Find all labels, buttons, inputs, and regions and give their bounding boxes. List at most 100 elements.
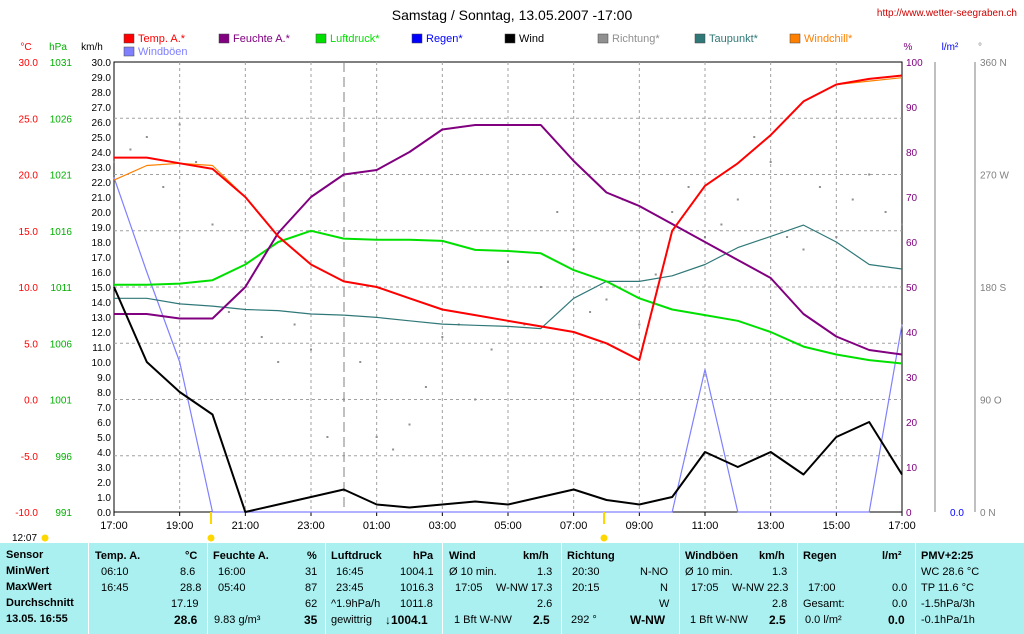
dir-max-time: 20:15: [572, 582, 600, 594]
kmh-tick-label: 29.0: [92, 73, 112, 84]
sun-icon: [41, 534, 49, 542]
dir-min-value: N-NO: [640, 566, 669, 578]
header-sensor: Sensor: [6, 549, 44, 561]
dir-tick-label: 270 W: [980, 171, 1009, 182]
direction-point: [211, 223, 214, 226]
kmh-tick-label: 28.0: [92, 88, 112, 99]
direction-point: [786, 236, 789, 238]
dir-max-value: N: [660, 582, 668, 594]
gust-max-time: 17:05: [691, 582, 719, 594]
legend-swatch: [123, 33, 135, 44]
hum-max-value: 87: [305, 582, 318, 594]
rain-now-value: 0.0: [888, 613, 905, 627]
pct-tick-label: 60: [906, 238, 918, 249]
kmh-tick-label: 6.0: [97, 418, 111, 429]
direction-point: [244, 261, 247, 263]
kmh-tick-label: 10.0: [92, 358, 112, 369]
direction-point: [490, 348, 493, 351]
hpa-tick-label: 1006: [50, 339, 73, 350]
rain-tick-label: 0.0: [950, 508, 964, 519]
legend-label: Taupunkt*: [709, 33, 759, 45]
press-avg-value: 1011.8: [400, 598, 433, 610]
direction-point: [802, 248, 805, 251]
temp-tick-label: -10.0: [15, 508, 38, 519]
wind-now-bft: 1 Bft W-NW: [454, 614, 512, 626]
direction-point: [441, 336, 444, 338]
pct-tick-label: 50: [906, 283, 918, 294]
direction-point: [605, 298, 608, 301]
direction-point: [507, 261, 509, 263]
legend-swatch: [218, 33, 230, 44]
temp-tick-label: 30.0: [19, 58, 39, 69]
direction-point: [720, 223, 723, 226]
dir-unit: °: [978, 42, 982, 53]
gust-avg10-value: 1.3: [772, 566, 788, 578]
legend-swatch: [315, 33, 327, 44]
hpa-tick-label: 996: [55, 452, 72, 463]
rain-total-label: Gesamt:: [803, 598, 845, 610]
hpa-unit: hPa: [49, 42, 67, 53]
kmh-tick-label: 27.0: [92, 103, 112, 114]
header-gust-unit: km/h: [759, 550, 785, 562]
legend-label: Windchill*: [804, 33, 853, 45]
direction-point: [392, 448, 395, 451]
temp-axis: 30.0 25.0 20.0 15.0 10.0 5.0 0.0 -5.0 -10.0: [15, 58, 38, 519]
kmh-tick-label: 16.0: [92, 268, 112, 279]
direction-point: [556, 211, 559, 213]
time-tick-label: 03:00: [429, 520, 457, 532]
hum-avg-value: 62: [305, 598, 318, 610]
kmh-tick-label: 3.0: [97, 463, 111, 474]
direction-point: [818, 186, 821, 188]
kmh-tick-label: 17.0: [92, 253, 112, 264]
gust-avg-value: 2.8: [772, 598, 788, 610]
kmh-tick-label: 7.0: [97, 403, 111, 414]
header-temp-unit: °C: [185, 550, 198, 562]
temp-max-value: 28.8: [180, 582, 202, 594]
hpa-tick-label: 1026: [50, 114, 73, 125]
legend-label: Windböen: [138, 46, 188, 58]
pct-tick-label: 30: [906, 373, 918, 384]
series-line-feuchtea: [114, 124, 903, 356]
temp-tick-label: 0.0: [24, 396, 38, 407]
direction-point: [310, 348, 312, 351]
time-tick-label: 23:00: [297, 520, 325, 532]
hpa-tick-label: 1021: [50, 171, 73, 182]
direction-point: [638, 323, 641, 326]
gust-max-value: 22.3: [767, 582, 789, 594]
legend-label: Regen*: [426, 33, 463, 45]
kmh-tick-label: 22.0: [92, 178, 112, 189]
direction-point: [195, 161, 198, 163]
sunrise-label: 12:07: [12, 533, 37, 543]
direction-point: [769, 161, 772, 163]
legend-label: Richtung*: [612, 33, 660, 45]
press-max-time: 23:45: [336, 582, 364, 594]
pmv-windchill: WC 28.6 °C: [921, 566, 980, 578]
direction-point: [851, 198, 854, 201]
rain-time: 17:00: [808, 582, 836, 594]
direction-point: [359, 361, 362, 363]
sun-icon: [207, 534, 215, 542]
wind-max-time: 17:05: [455, 582, 483, 594]
time-tick-label: 09:00: [626, 520, 654, 532]
pct-unit: %: [904, 42, 913, 53]
pct-tick-label: 0: [906, 508, 912, 519]
pct-tick-label: 40: [906, 328, 918, 339]
temp-tick-label: 5.0: [24, 339, 38, 350]
hpa-tick-label: 991: [55, 508, 72, 519]
wind-now-value: 2.5: [533, 613, 550, 627]
header-direction: Richtung: [567, 550, 615, 562]
temp-tick-label: 10.0: [19, 283, 39, 294]
legend-label: Luftdruck*: [330, 33, 380, 45]
row-max-label: MaxWert: [6, 581, 52, 593]
rain-now-amount: 0.0 l/m²: [805, 614, 842, 626]
kmh-tick-label: 2.0: [97, 478, 111, 489]
hum-now-absolute: 9.83 g/m³: [214, 614, 261, 626]
temp-now-value: 28.6: [174, 613, 198, 627]
direction-point: [145, 136, 148, 138]
header-wind-unit: km/h: [523, 550, 549, 562]
hpa-tick-label: 1031: [50, 58, 73, 69]
press-forecast: gewittrig: [331, 614, 372, 626]
time-tick-label: 01:00: [363, 520, 391, 532]
dir-tick-label: 360 N: [980, 58, 1007, 69]
